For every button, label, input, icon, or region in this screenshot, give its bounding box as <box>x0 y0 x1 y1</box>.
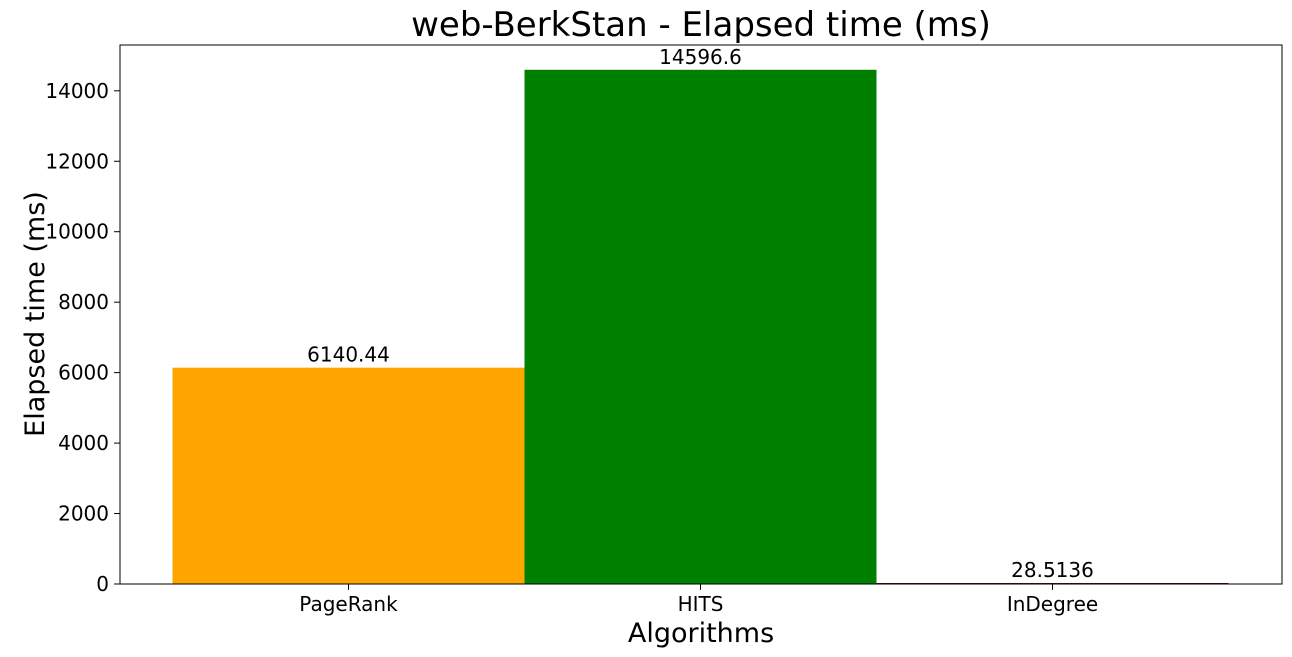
bar-indegree <box>876 582 1229 584</box>
plot-area: 6140.44 PageRank 14596.6 HITS 28.5136 InDegre… <box>45 44 1283 616</box>
data-label-pagerank: 6140.44 <box>307 343 390 367</box>
plot-frame <box>119 44 1283 585</box>
data-label-hits: 14596.6 <box>659 45 742 69</box>
y-tick-label: 12000 <box>45 149 109 173</box>
chart-title: web-BerkStan - Elapsed time (ms) <box>411 5 991 45</box>
y-tick-label: 8000 <box>58 290 109 314</box>
x-tick-label-pagerank: PageRank <box>299 592 398 616</box>
y-tick-label: 0 <box>96 572 109 596</box>
y-tick-label: 2000 <box>58 502 109 526</box>
bar-hits <box>524 69 877 584</box>
y-tick-label: 6000 <box>58 361 109 385</box>
y-axis-label: Elapsed time (ms) <box>20 191 51 437</box>
x-tick-label-indegree: InDegree <box>1007 592 1098 616</box>
y-tick-label: 14000 <box>45 79 109 103</box>
x-axis-label: Algorithms <box>628 618 774 649</box>
y-tick-label: 10000 <box>45 220 109 244</box>
bar-pagerank <box>172 367 525 584</box>
y-tick-label: 4000 <box>58 431 109 455</box>
x-tick-label-hits: HITS <box>678 592 724 616</box>
data-label-indegree: 28.5136 <box>1011 558 1094 582</box>
